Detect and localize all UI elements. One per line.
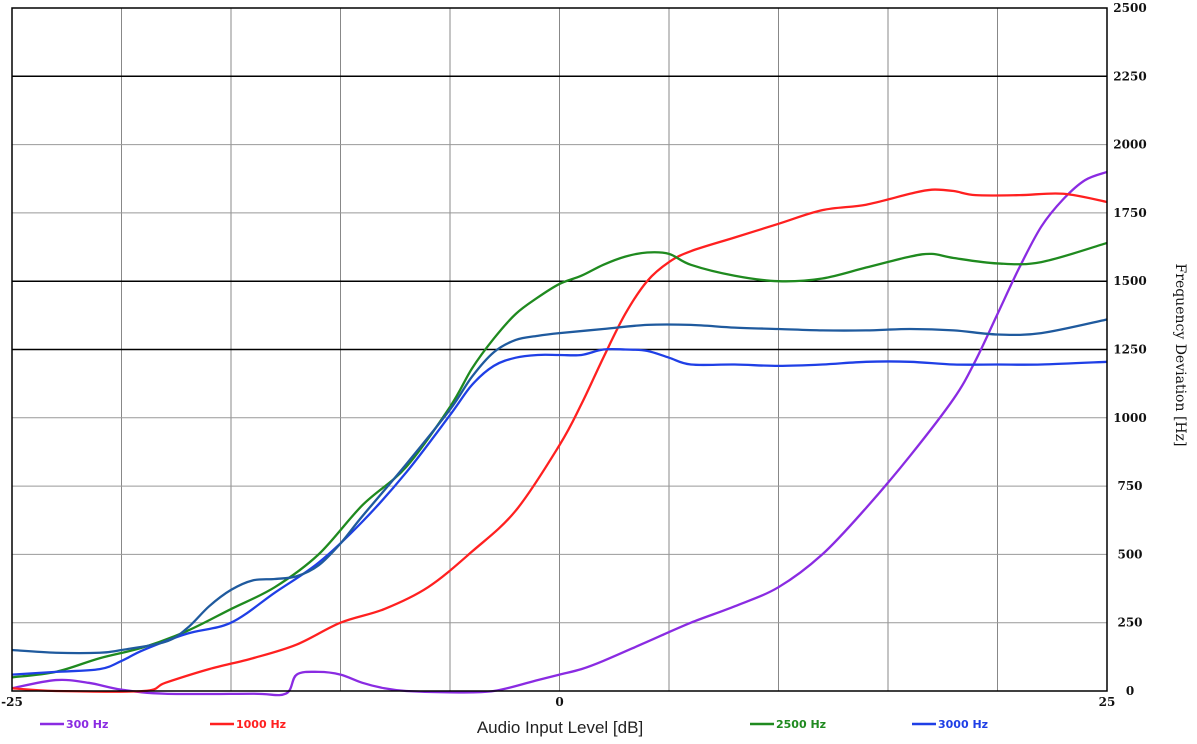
- legend-label: 300 Hz: [66, 718, 108, 731]
- y-tick-label: 1500: [1113, 274, 1146, 288]
- x-tick-labels: -25 0 25: [1, 695, 1115, 709]
- horizontal-gridlines: [12, 75, 1107, 624]
- y-tick-labels: 0 250 500 750 1000 1250 1500 1750 2000 2250 2500: [1113, 1, 1146, 698]
- legend-label: 2500 Hz: [776, 718, 826, 731]
- y-tick-label: 2250: [1113, 69, 1146, 83]
- series-unlabeled-4: [11, 318, 1108, 655]
- series-3000-hz: [11, 347, 1108, 676]
- legend: 300 Hz 1000 Hz 2500 Hz 3000 Hz: [40, 718, 988, 731]
- x-tick-label: -25: [1, 695, 23, 709]
- series-lines: [11, 170, 1108, 697]
- y-tick-label: 250: [1117, 616, 1142, 630]
- legend-label: 3000 Hz: [938, 718, 988, 731]
- x-tick-label: 25: [1099, 695, 1116, 709]
- x-axis-title: Audio Input Level [dB]: [477, 718, 643, 737]
- y-tick-label: 1750: [1113, 206, 1146, 220]
- x-tick-label: 0: [555, 695, 563, 709]
- y-tick-label: 2500: [1113, 1, 1146, 15]
- y-tick-label: 0: [1126, 684, 1134, 698]
- y-tick-label: 750: [1117, 479, 1142, 493]
- series-1000-hz: [11, 188, 1108, 693]
- series-2500-hz: [11, 241, 1108, 679]
- y-axis-title: Frequency Deviation [Hz]: [1172, 264, 1188, 447]
- y-tick-label: 1000: [1113, 411, 1146, 425]
- plot-frame: [11, 7, 1108, 692]
- y-tick-label: 500: [1117, 547, 1142, 561]
- legend-label: 1000 Hz: [236, 718, 286, 731]
- series-300-hz: [11, 170, 1108, 697]
- y-tick-label: 2000: [1113, 138, 1146, 152]
- y-tick-label: 1250: [1113, 343, 1146, 357]
